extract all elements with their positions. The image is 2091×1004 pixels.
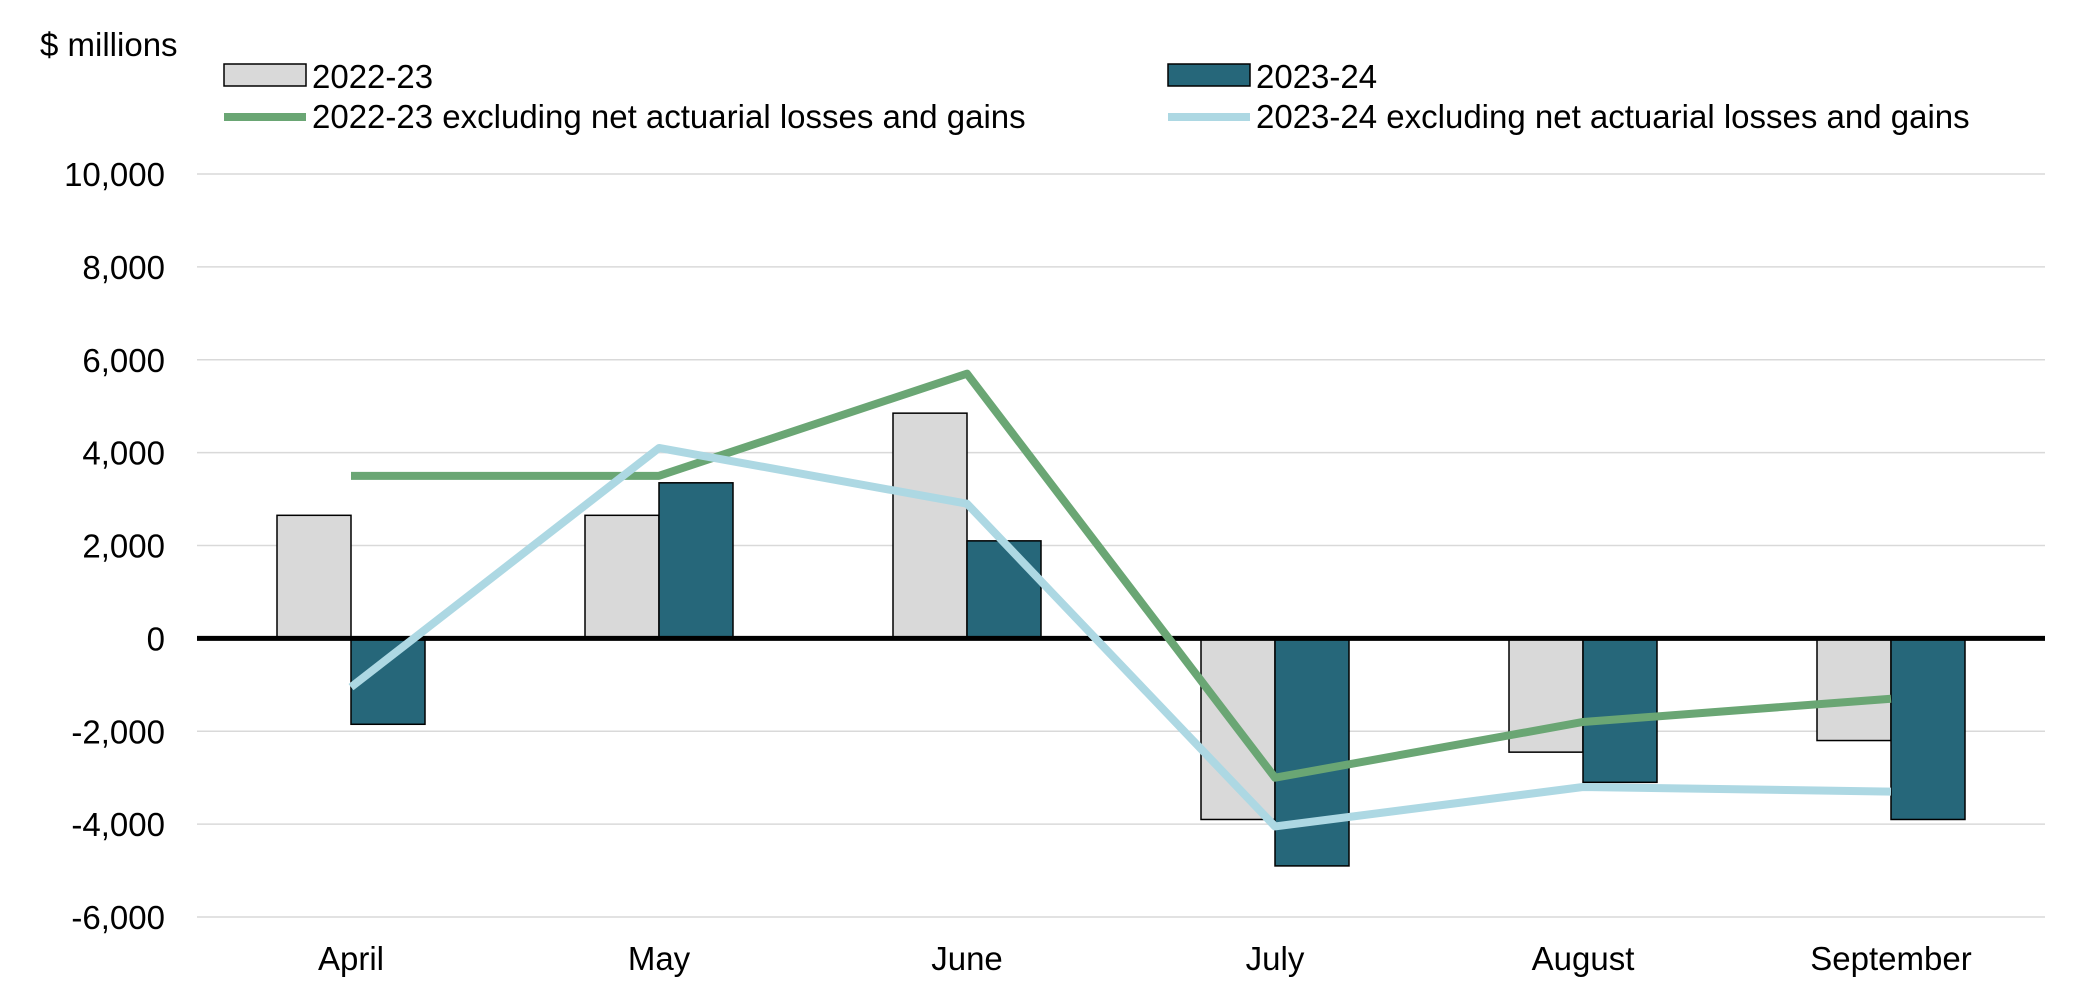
x-tick-label-july: July bbox=[1246, 940, 1305, 977]
y-tick-label: -4,000 bbox=[71, 806, 165, 843]
bar-2023-24-july bbox=[1274, 637, 1350, 867]
y-tick-label: 6,000 bbox=[82, 342, 165, 379]
legend-swatch-2023-24 bbox=[1167, 63, 1251, 87]
line-series-2022-23-excl bbox=[351, 369, 1892, 782]
legend-label-2023-24-excl: 2023-24 excluding net actuarial losses a… bbox=[1256, 98, 1970, 135]
y-unit-label: $ millions bbox=[40, 26, 178, 63]
bar-2023-24-september bbox=[1890, 637, 1966, 821]
x-tick-label-june: June bbox=[931, 940, 1003, 977]
legend: 2022-23 2023-24 2022-23 excluding net ac… bbox=[223, 58, 1970, 135]
x-tick-label-april: April bbox=[318, 940, 384, 977]
bar-2023-24-june bbox=[966, 540, 1042, 640]
legend-swatch-2022-23 bbox=[223, 63, 307, 87]
y-axis-labels: 10,000 8,000 6,000 4,000 2,000 0 -2,000 -4,000 -… bbox=[64, 156, 165, 936]
legend-label-2023-24: 2023-24 bbox=[1256, 58, 1377, 95]
bar-2023-24-may bbox=[658, 482, 734, 640]
y-tick-label: 2,000 bbox=[82, 528, 165, 565]
y-tick-label: 10,000 bbox=[64, 156, 165, 193]
bar-2022-23-september bbox=[1816, 637, 1892, 742]
x-axis-labels: April May June July August September bbox=[318, 940, 1972, 977]
bar-2022-23-april bbox=[276, 514, 352, 640]
bar-2023-24-august bbox=[1582, 637, 1658, 784]
legend-label-2022-23-excl: 2022-23 excluding net actuarial losses a… bbox=[312, 98, 1026, 135]
bar-2022-23-june bbox=[892, 412, 968, 640]
y-tick-label: 4,000 bbox=[82, 435, 165, 472]
x-tick-label-may: May bbox=[628, 940, 691, 977]
y-tick-label: 8,000 bbox=[82, 249, 165, 286]
gridlines bbox=[197, 173, 2045, 918]
legend-label-2022-23: 2022-23 bbox=[312, 58, 433, 95]
bar-2022-23-may bbox=[584, 514, 660, 640]
x-tick-label-august: August bbox=[1532, 940, 1635, 977]
x-tick-label-september: September bbox=[1810, 940, 1971, 977]
y-tick-label: -6,000 bbox=[71, 899, 165, 936]
y-tick-label: 0 bbox=[147, 620, 165, 657]
lines bbox=[348, 369, 1892, 831]
line-series-2023-24-excl bbox=[348, 443, 1892, 831]
y-tick-label: -2,000 bbox=[71, 713, 165, 750]
